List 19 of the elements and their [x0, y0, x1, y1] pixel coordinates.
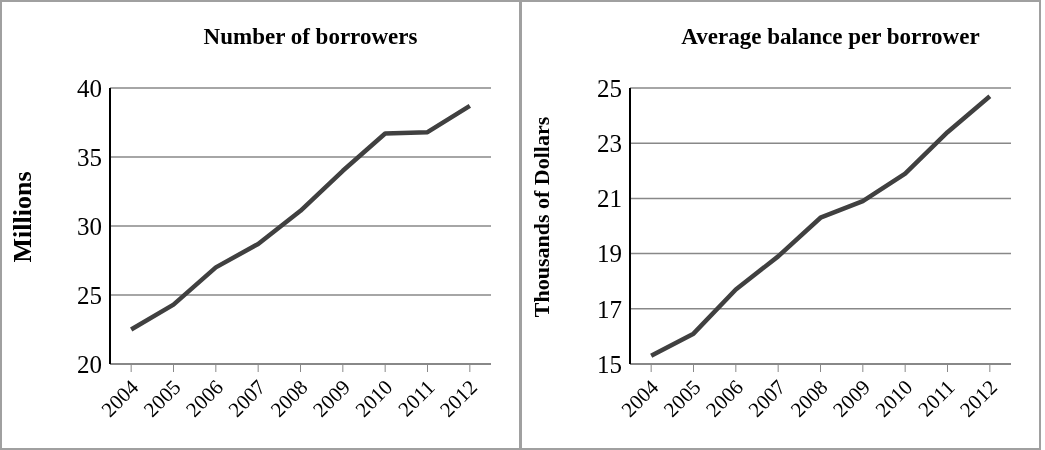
y-tick-label: 23 [597, 130, 622, 158]
chart-title: Average balance per borrower [680, 24, 981, 50]
y-tick-label: 21 [597, 185, 622, 213]
chart-title: Number of borrowers [202, 24, 419, 50]
y-tick-label: 35 [77, 143, 102, 171]
line-series [648, 94, 993, 358]
y-axis-title: Thousands of Dollars [529, 116, 555, 318]
y-tick-label: 20 [77, 350, 102, 378]
line-series [128, 103, 473, 332]
y-tick-label: 25 [77, 281, 102, 309]
y-tick-label: 19 [597, 240, 622, 268]
y-tick-label: 25 [597, 74, 622, 102]
y-tick-label: 30 [77, 212, 102, 240]
y-tick-label: 17 [597, 295, 622, 323]
y-axis-title: Millions [7, 171, 37, 263]
x-tick-label: 2011 [393, 375, 440, 422]
y-tick-label: 40 [77, 74, 102, 102]
x-tick-label: 2011 [913, 375, 960, 422]
y-tick-label: 15 [597, 350, 622, 378]
